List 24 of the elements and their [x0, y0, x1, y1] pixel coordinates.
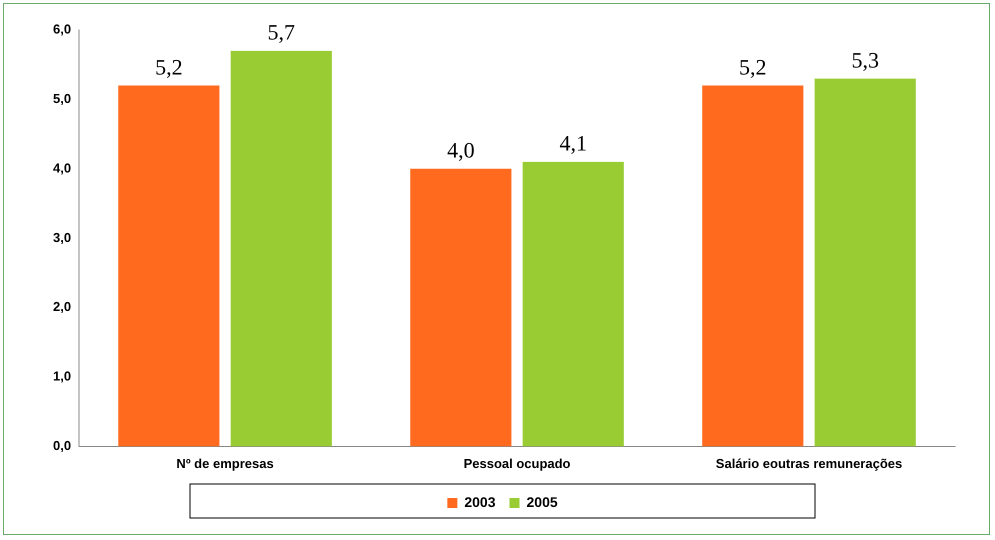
bar [230, 50, 332, 446]
data-label: 5,2 [155, 54, 183, 80]
y-tick-label: 6,0 [52, 22, 72, 37]
legend-label: 2003 [464, 494, 496, 510]
y-tick-label: 4,0 [52, 160, 72, 176]
x-tick-label: Pessoal ocupado [464, 456, 571, 471]
y-tick-label: 0,0 [52, 438, 72, 453]
y-tick-label: 2,0 [52, 299, 72, 314]
legend-label: 2005 [526, 494, 558, 510]
y-tick-label: 1,0 [52, 368, 72, 384]
y-tick-label: 3,0 [52, 230, 72, 245]
bar [410, 168, 512, 446]
x-tick-label: Nº de empresas [176, 456, 274, 471]
bar [814, 78, 916, 446]
data-label: 4,0 [447, 138, 475, 163]
data-label: 5,3 [851, 47, 879, 72]
y-tick-label: 5,0 [52, 90, 72, 106]
data-label: 5,2 [739, 54, 767, 80]
bar [118, 86, 220, 446]
bar [522, 162, 624, 446]
bar [702, 86, 804, 446]
x-tick-label: Salário eoutras remunerações [716, 456, 902, 471]
data-label: 4,1 [559, 130, 587, 156]
data-label: 5,7 [268, 20, 296, 45]
